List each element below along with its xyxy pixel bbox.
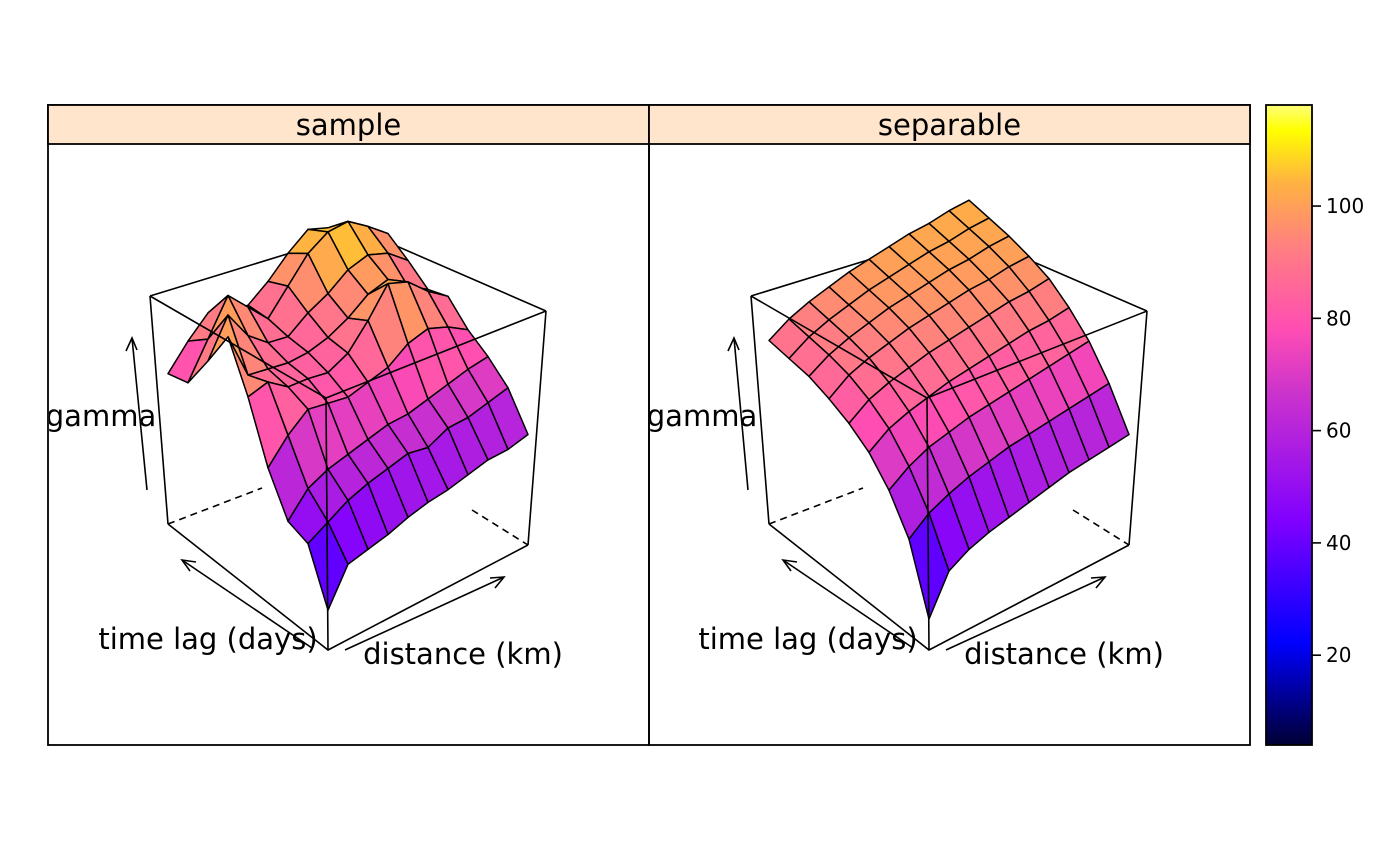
colorkey-tick-label: 40 xyxy=(1326,531,1351,555)
y-arrow-head xyxy=(1090,576,1107,589)
colorkey-ticks: 20 40 60 80 100 xyxy=(1312,194,1364,667)
surface-sample xyxy=(167,220,529,611)
z-arrow-head xyxy=(125,336,138,352)
colorkey: 20 40 60 80 100 xyxy=(1265,104,1364,746)
ylabel-separable: distance (km) xyxy=(964,637,1164,671)
zlabel-sample: gamma xyxy=(46,399,156,433)
zlabel-separable: gamma xyxy=(647,399,757,433)
strip-separable xyxy=(648,104,1251,145)
box-hidden-edge xyxy=(1072,509,1130,546)
box-front-edge xyxy=(926,397,930,651)
colorkey-tick-label: 20 xyxy=(1326,643,1351,667)
x-arrow-head xyxy=(180,558,197,572)
box-hidden-edge xyxy=(167,487,263,525)
surface-separable xyxy=(768,199,1130,620)
strip-label-sample: sample xyxy=(296,108,401,142)
box-left-edge xyxy=(750,295,770,525)
z-arrow-head xyxy=(727,336,740,352)
box-bottom-front xyxy=(768,523,1130,651)
box-hidden-edge xyxy=(768,487,864,525)
x-arrow xyxy=(782,559,914,649)
y-arrow xyxy=(945,576,1106,651)
strip-label-separable: separable xyxy=(878,108,1021,142)
box-front-separable xyxy=(750,295,1148,651)
box-right-edge xyxy=(527,310,547,546)
y-arrow xyxy=(344,576,505,651)
x-arrow-head xyxy=(781,558,798,572)
box-right-edge xyxy=(1128,310,1148,546)
strips: sample separable xyxy=(47,104,1251,145)
colorkey-tick-label: 60 xyxy=(1326,419,1351,443)
colorkey-tick-label: 100 xyxy=(1326,194,1364,218)
z-arrow xyxy=(131,337,148,491)
colorkey-bar xyxy=(1265,104,1313,746)
xlabel-separable: time lag (days) xyxy=(698,622,917,656)
box-hidden-edge xyxy=(471,509,529,546)
panel-sample: gamma time lag (days) distance (km) xyxy=(46,220,563,671)
box-left-edge xyxy=(149,295,169,525)
y-arrow-head xyxy=(489,576,506,589)
x-arrow xyxy=(181,559,313,649)
colorkey-tick-label: 80 xyxy=(1326,306,1351,330)
ylabel-sample: distance (km) xyxy=(363,637,563,671)
axis-arrows-separable xyxy=(727,336,1107,651)
box-bottom-front xyxy=(167,523,529,651)
axis-arrows-sample xyxy=(125,336,506,651)
z-arrow xyxy=(733,337,749,491)
box-front-edge xyxy=(325,397,329,651)
box-front-sample xyxy=(149,295,547,651)
panel-separable: gamma time lag (days) distance (km) xyxy=(647,199,1164,671)
xlabel-sample: time lag (days) xyxy=(98,622,317,656)
